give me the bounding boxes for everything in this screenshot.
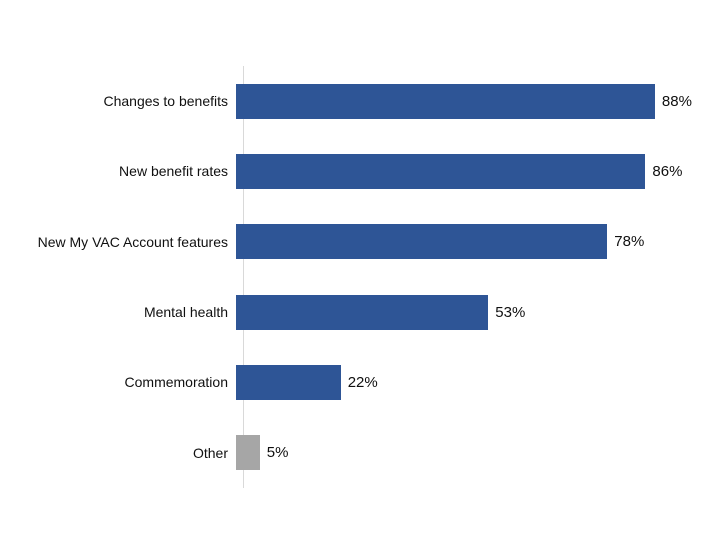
bar-area: 78% [236, 207, 720, 277]
value-label: 53% [495, 303, 526, 321]
category-label: Mental health [143, 304, 228, 321]
bar-area: 22% [236, 347, 720, 417]
bar-row: Mental health 53% [0, 277, 720, 347]
bar [236, 294, 489, 330]
bar-area: 88% [236, 66, 720, 136]
value-label: 5% [266, 444, 289, 462]
bar-row: Other 5% [0, 418, 720, 488]
bar [236, 83, 655, 119]
category-label: New My VAC Account features [37, 233, 228, 250]
bar-row: New benefit rates 86% [0, 136, 720, 206]
bar-row: Changes to benefits 88% [0, 66, 720, 136]
value-label: 78% [614, 233, 645, 251]
value-label: 22% [347, 373, 378, 391]
bar-rows: Changes to benefits 88% New benefit rates 8… [0, 66, 720, 488]
bar-area: 86% [236, 136, 720, 206]
bar [236, 364, 341, 400]
bar-area: 53% [236, 277, 720, 347]
bar [236, 224, 608, 260]
category-label: Changes to benefits [103, 93, 228, 110]
value-label: 88% [661, 92, 692, 110]
category-label: Other [192, 444, 228, 461]
category-label: New benefit rates [119, 163, 228, 180]
bar [236, 435, 260, 471]
horizontal-bar-chart: Changes to benefits 88% New benefit rates 8… [0, 66, 720, 488]
bar-area: 5% [236, 418, 720, 488]
value-label: 86% [652, 162, 683, 180]
bar-row: New My VAC Account features 78% [0, 207, 720, 277]
y-axis-line [243, 66, 244, 488]
bar-row: Commemoration 22% [0, 347, 720, 417]
bar [236, 153, 646, 189]
category-label: Commemoration [124, 374, 228, 391]
